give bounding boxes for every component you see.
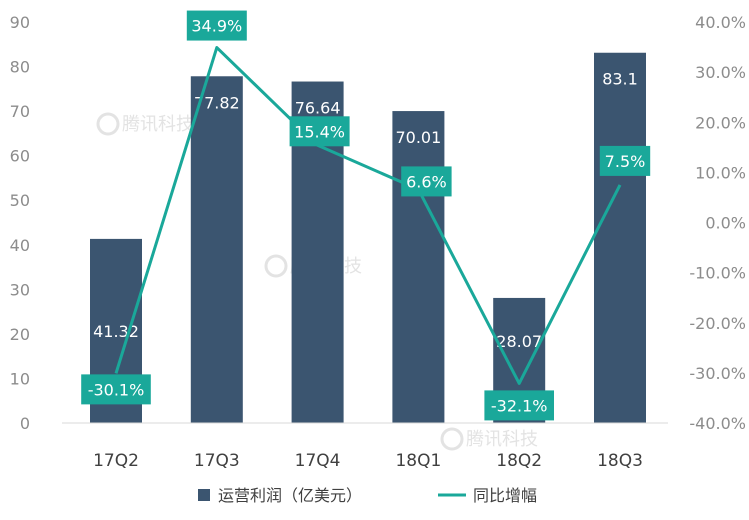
bar-data-label: 83.1 <box>602 70 638 89</box>
x-tick-label: 18Q1 <box>395 451 441 471</box>
watermark: 腾讯科技 <box>440 427 538 451</box>
svg-text:腾讯科技: 腾讯科技 <box>466 429 538 450</box>
y-tick-label: 60 <box>10 147 30 166</box>
legend-item-bar: 运营利润（亿美元） <box>198 486 362 505</box>
y2-tick-label: 30.0% <box>695 63 746 82</box>
x-tick-label: 18Q2 <box>496 451 542 471</box>
line-data-label: -32.1% <box>484 390 554 421</box>
line-data-label: 15.4% <box>289 116 350 147</box>
y-tick-label: 90 <box>10 13 30 32</box>
y2-tick-label: -40.0% <box>689 414 746 433</box>
bar-data-label: 77.82 <box>194 93 240 112</box>
growth-line: -30.1% 34.9% 15.4% 6.6% -32.1% 7.5% <box>81 10 651 421</box>
svg-text:34.9%: 34.9% <box>191 17 242 36</box>
bar <box>392 111 445 423</box>
bar <box>190 76 243 423</box>
y-tick-label: 0 <box>20 414 30 433</box>
svg-text:-32.1%: -32.1% <box>491 396 548 415</box>
y-tick-label: 40 <box>10 236 30 255</box>
y-tick-label: 70 <box>10 102 30 121</box>
legend-bar-label: 运营利润（亿美元） <box>218 486 362 505</box>
watermark: 腾讯科技 <box>96 112 194 136</box>
y2-tick-label: 20.0% <box>695 113 746 132</box>
svg-text:-30.1%: -30.1% <box>88 380 145 399</box>
line-data-label: 34.9% <box>186 10 247 41</box>
line-data-label: 6.6% <box>401 166 452 197</box>
x-tick-label: 17Q4 <box>295 451 341 471</box>
svg-text:7.5%: 7.5% <box>605 152 646 171</box>
y2-tick-label: -30.0% <box>689 364 746 383</box>
line-data-label: 7.5% <box>599 145 651 176</box>
y2-tick-label: 0.0% <box>705 214 746 233</box>
x-tick-label: 18Q3 <box>597 451 643 471</box>
y-axis-right: -40.0% -30.0% -20.0% -10.0% 0.0% 10.0% 20.0% 30… <box>689 13 746 433</box>
y2-tick-label: -20.0% <box>689 314 746 333</box>
legend-line-label: 同比增幅 <box>473 486 537 505</box>
y-tick-label: 20 <box>10 325 30 344</box>
bar-data-label: 76.64 <box>295 99 341 118</box>
svg-text:6.6%: 6.6% <box>406 172 447 191</box>
bar-data-label: 70.01 <box>395 128 441 147</box>
line-data-label: -30.1% <box>81 374 151 405</box>
y-axis-left: 0 10 20 30 40 50 60 70 80 90 <box>10 13 30 433</box>
legend-item-line: 同比增幅 <box>438 486 537 505</box>
growth-line-path <box>114 46 622 385</box>
bar-data-label: 28.07 <box>496 332 542 351</box>
y-tick-label: 50 <box>10 191 30 210</box>
y-tick-label: 30 <box>10 280 30 299</box>
x-tick-label: 17Q3 <box>194 451 240 471</box>
x-tick-label: 17Q2 <box>93 451 139 471</box>
x-axis: 17Q2 17Q3 17Q4 18Q1 18Q2 18Q3 <box>62 422 668 471</box>
svg-text:腾讯科技: 腾讯科技 <box>122 114 194 135</box>
y2-tick-label: 10.0% <box>695 163 746 182</box>
y2-tick-label: -10.0% <box>689 264 746 283</box>
legend: 运营利润（亿美元） 同比增幅 <box>198 486 537 505</box>
legend-bar-swatch <box>198 489 210 501</box>
bar <box>594 52 646 423</box>
svg-text:15.4%: 15.4% <box>294 122 345 141</box>
y-tick-label: 10 <box>10 369 30 388</box>
y-tick-label: 80 <box>10 58 30 77</box>
y2-tick-label: 40.0% <box>695 13 746 32</box>
